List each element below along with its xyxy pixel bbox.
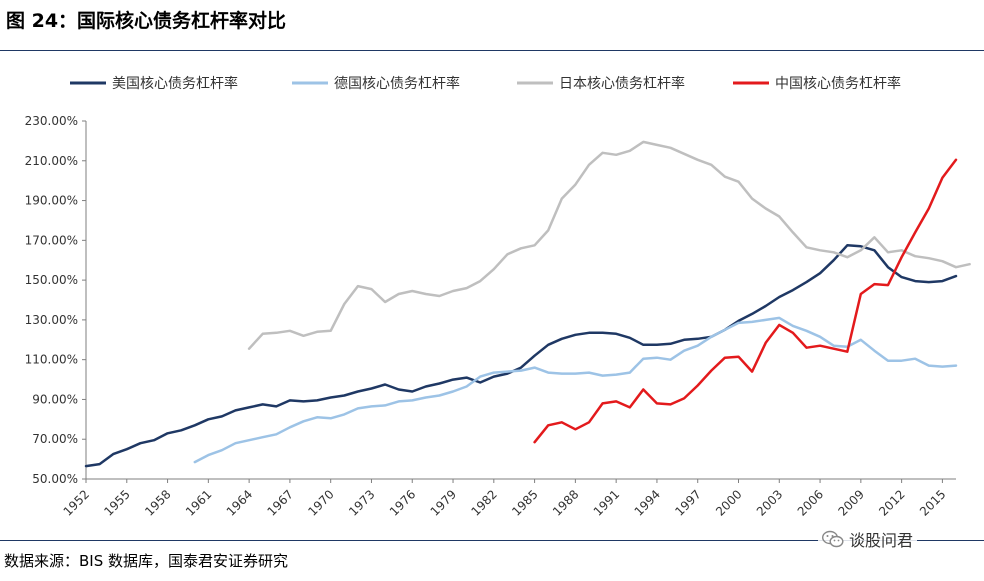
y-tick-label: 110.00% [25, 353, 78, 367]
figure-title: 图 24：国际核心债务杠杆率对比 [6, 10, 287, 32]
legend-item: 德国核心债务杠杆率 [292, 75, 460, 92]
y-tick-label: 190.00% [25, 194, 78, 208]
x-tick-label: 1988 [550, 487, 581, 518]
wechat-icon [822, 530, 844, 548]
x-tick-label: 1964 [224, 487, 255, 518]
source-note: 数据来源：BIS 数据库，国泰君安证券研究 [4, 552, 289, 570]
x-tick-label: 1973 [346, 487, 377, 518]
x-tick-label: 1997 [672, 487, 703, 518]
x-tick-label: 2006 [795, 487, 826, 518]
title-divider [0, 50, 984, 51]
x-tick-label: 1955 [101, 487, 132, 518]
y-tick-label: 130.00% [25, 313, 78, 327]
watermark: 谈股问君 [818, 526, 918, 552]
x-tick-label: 1958 [142, 487, 173, 518]
y-tick-label: 70.00% [32, 432, 78, 446]
watermark-text: 谈股问君 [849, 531, 914, 550]
x-tick-label: 2015 [917, 487, 948, 518]
source-divider [0, 540, 984, 541]
series-line [84, 244, 958, 468]
legend-item: 中国核心债务杠杆率 [733, 75, 901, 92]
x-tick-label: 1961 [183, 487, 214, 518]
chart-axes: 50.00% 70.00% 90.00% 110.00% 130.00% 150.00% 1… [25, 114, 956, 519]
legend-label: 中国核心债务杠杆率 [775, 75, 901, 92]
x-tick-label: 1967 [265, 487, 296, 518]
x-tick-label: 2012 [876, 487, 907, 518]
legend-label: 美国核心债务杠杆率 [112, 75, 238, 92]
legend-item: 美国核心债务杠杆率 [70, 75, 238, 92]
chart-series [84, 140, 971, 468]
x-tick-label: 1979 [428, 487, 459, 518]
legend-label: 德国核心债务杠杆率 [334, 75, 460, 92]
chart-legend: 美国核心债务杠杆率 德国核心债务杠杆率 日本核心债务杠杆率 中国核心债务杠杆率 [70, 75, 901, 92]
y-tick-label: 210.00% [25, 154, 78, 168]
series-line [247, 140, 971, 350]
x-tick-label: 1952 [61, 487, 92, 518]
y-tick-label: 230.00% [25, 114, 78, 128]
x-tick-label: 1994 [632, 487, 663, 518]
y-tick-label: 50.00% [32, 472, 78, 486]
legend-item: 日本核心债务杠杆率 [517, 75, 685, 92]
x-tick-label: 2009 [835, 487, 866, 518]
x-tick-label: 1982 [468, 487, 499, 518]
y-tick-label: 170.00% [25, 233, 78, 247]
y-tick-label: 90.00% [32, 392, 78, 406]
x-tick-label: 1976 [387, 487, 418, 518]
line-chart: 美国核心债务杠杆率 德国核心债务杠杆率 日本核心债务杠杆率 中国核心债务杠杆率 50.… [25, 75, 971, 519]
legend-label: 日本核心债务杠杆率 [559, 75, 685, 92]
x-tick-label: 1991 [591, 487, 622, 518]
series-line [533, 158, 958, 444]
y-tick-label: 150.00% [25, 273, 78, 287]
x-tick-label: 2000 [713, 487, 744, 518]
x-tick-label: 1985 [509, 487, 540, 518]
series-line [193, 316, 958, 464]
x-tick-label: 1970 [305, 487, 336, 518]
x-tick-label: 2003 [754, 487, 785, 518]
